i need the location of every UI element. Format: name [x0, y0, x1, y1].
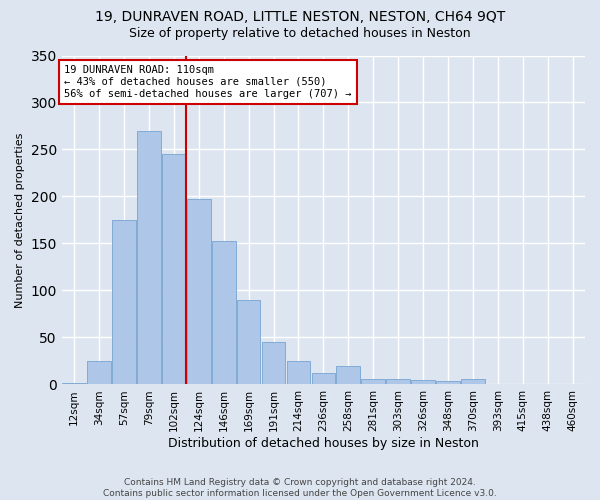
- Bar: [411, 380, 435, 384]
- Bar: [461, 379, 485, 384]
- Bar: [62, 382, 86, 384]
- Text: Size of property relative to detached houses in Neston: Size of property relative to detached ho…: [129, 28, 471, 40]
- Bar: [337, 366, 360, 384]
- Bar: [187, 200, 211, 384]
- Bar: [212, 240, 236, 384]
- Bar: [88, 361, 111, 384]
- Text: Contains HM Land Registry data © Crown copyright and database right 2024.
Contai: Contains HM Land Registry data © Crown c…: [103, 478, 497, 498]
- Text: 19, DUNRAVEN ROAD, LITTLE NESTON, NESTON, CH64 9QT: 19, DUNRAVEN ROAD, LITTLE NESTON, NESTON…: [95, 10, 505, 24]
- Bar: [287, 361, 310, 384]
- Bar: [436, 380, 460, 384]
- Bar: [137, 130, 161, 384]
- Bar: [311, 373, 335, 384]
- X-axis label: Distribution of detached houses by size in Neston: Distribution of detached houses by size …: [168, 437, 479, 450]
- Bar: [262, 342, 286, 384]
- Bar: [386, 379, 410, 384]
- Bar: [237, 300, 260, 384]
- Text: 19 DUNRAVEN ROAD: 110sqm
← 43% of detached houses are smaller (550)
56% of semi-: 19 DUNRAVEN ROAD: 110sqm ← 43% of detach…: [64, 66, 352, 98]
- Bar: [112, 220, 136, 384]
- Bar: [361, 379, 385, 384]
- Y-axis label: Number of detached properties: Number of detached properties: [15, 132, 25, 308]
- Bar: [162, 154, 186, 384]
